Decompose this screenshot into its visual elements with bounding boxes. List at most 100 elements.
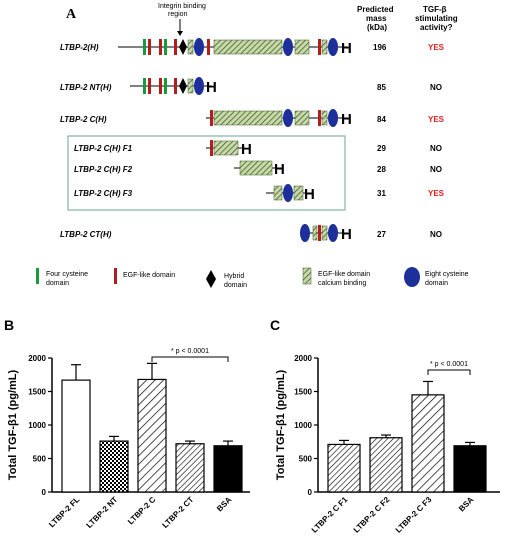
x-tick-label: LTBP-2 C — [126, 495, 158, 527]
blue-ellipse-icon — [404, 267, 420, 287]
row-label: LTBP-2 C(H) — [60, 115, 107, 124]
x-tick-label: LTBP-2 C F3 — [394, 495, 434, 535]
row-mass: 196 — [373, 43, 387, 52]
bar — [411, 394, 445, 493]
row-label: LTBP-2 C(H) F2 — [74, 165, 133, 174]
legend-egf: EGF-like domain — [123, 272, 175, 279]
row-label: LTBP-2 CT(H) — [60, 230, 112, 239]
row-activity: NO — [430, 230, 442, 239]
integrin-label-line1: Integrin binding — [158, 3, 206, 10]
y-tick-label: 2000 — [294, 354, 312, 363]
construct-row-ltbp2-c: LTBP-2 C(H) H 84 YES — [60, 109, 445, 128]
y-axis-label: Total TGF-β1 (pg/mL) — [7, 369, 19, 480]
diamond-icon — [206, 270, 216, 288]
fragments-box — [67, 135, 346, 211]
header-mass-1: Predicted — [357, 5, 394, 14]
y-tick-label: 1500 — [294, 388, 312, 397]
row-mass: 28 — [377, 165, 386, 174]
legend-eight-cysteine-2: domain — [425, 280, 448, 287]
legend-egfca-1: EGF-like domain — [318, 271, 370, 278]
row-mass: 31 — [377, 189, 386, 198]
construct-row-f1: LTBP-2 C(H) F1 H 29 NO — [74, 140, 442, 158]
x-tick-label: LTBP-2 CT — [161, 495, 196, 530]
bar — [213, 445, 243, 493]
row-activity: NO — [430, 165, 442, 174]
construct-row-ltbp2-full: LTBP-2(H) H 196 YES — [60, 38, 445, 57]
svg-text:H: H — [304, 186, 315, 203]
svg-text:H: H — [341, 226, 352, 243]
y-axis-label: Total TGF-β1 (pg/mL) — [275, 369, 287, 480]
bar — [61, 379, 91, 493]
x-tick-label: LTBP-2 C F2 — [352, 495, 392, 535]
legend-egfca-2: calcium binding — [318, 280, 366, 287]
panel-b-letter: B — [4, 317, 14, 333]
legend-hybrid-1: Hybrid — [224, 273, 244, 280]
row-mass: 84 — [377, 115, 386, 124]
panel-c-letter: C — [270, 317, 280, 333]
hatched-rect-icon — [302, 267, 312, 285]
bar — [453, 445, 487, 493]
row-activity: YES — [428, 115, 445, 124]
row-label: LTBP-2 NT(H) — [60, 83, 112, 92]
bar — [99, 440, 129, 493]
header-activity-2: stimulating — [415, 14, 458, 23]
diamond-icon — [179, 39, 187, 55]
eight-cysteine-icon — [194, 38, 204, 56]
svg-text:H: H — [241, 141, 252, 158]
chart-panel-b: 0 500 1000 1500 2000 Total TGF-β1 (pg/mL) LTBP… — [7, 348, 250, 530]
construct-row-f3: LTBP-2 C(H) F3 H 31 YES — [74, 184, 445, 203]
legend-four-cysteine-1: Four cysteine — [46, 271, 88, 278]
svg-text:H: H — [341, 111, 352, 128]
y-tick-label: 1000 — [294, 421, 312, 430]
x-tick-label: LTBP-2 C F1 — [310, 495, 350, 535]
bar — [327, 443, 361, 493]
y-tick-label: 2000 — [28, 354, 46, 363]
significance-bracket — [151, 356, 229, 362]
row-mass: 29 — [377, 144, 386, 153]
chart-panel-c: 0 500 1000 1500 2000 Total TGF-β1 (pg/mL) LTBP… — [275, 354, 500, 535]
integrin-label-line2: region — [168, 11, 188, 18]
integrin-arrowhead — [177, 31, 183, 36]
svg-text:H: H — [274, 161, 285, 178]
header-mass-2: mass — [366, 14, 387, 23]
legend-four-cysteine-2: domain — [46, 280, 69, 287]
panel-a-letter: A — [66, 7, 77, 22]
header-mass-3: (kDa) — [367, 23, 387, 32]
y-tick-label: 0 — [42, 488, 47, 497]
legend: Four cysteine domain EGF-like domain Hyb… — [36, 267, 469, 289]
row-activity: YES — [428, 189, 445, 198]
y-tick-label: 1000 — [28, 421, 46, 430]
bar — [369, 437, 403, 493]
x-tick-label: LTBP-2 NT — [85, 495, 120, 530]
y-tick-label: 500 — [33, 455, 47, 464]
x-tick-label: LTBP-2 FL — [47, 495, 81, 529]
row-label: LTBP-2 C(H) F3 — [74, 189, 133, 198]
svg-text:H: H — [206, 79, 217, 96]
y-tick-label: 0 — [308, 488, 313, 497]
y-tick-label: 500 — [299, 455, 313, 464]
row-label: LTBP-2 C(H) F1 — [74, 144, 133, 153]
y-tick-label: 1500 — [28, 388, 46, 397]
row-mass: 85 — [377, 83, 386, 92]
legend-hybrid-2: domain — [224, 282, 247, 289]
x-tick-label: BSA — [457, 495, 475, 513]
green-bar-icon — [36, 268, 39, 284]
significance-label: * p < 0.0001 — [430, 361, 468, 368]
significance-bracket — [427, 369, 471, 375]
bar — [175, 443, 205, 493]
row-label: LTBP-2(H) — [60, 43, 99, 52]
row-activity: YES — [428, 43, 445, 52]
row-mass: 27 — [377, 230, 386, 239]
bar — [137, 378, 167, 493]
row-activity: NO — [430, 144, 442, 153]
construct-row-f2: LTBP-2 C(H) F2 H 28 NO — [74, 160, 442, 178]
red-bar-icon — [114, 268, 117, 284]
svg-text:H: H — [341, 40, 352, 57]
x-tick-label: BSA — [215, 495, 233, 513]
construct-row-ltbp2-nt: LTBP-2 NT(H) H 85 NO — [60, 77, 442, 96]
header-activity-1: TGF-β — [423, 5, 447, 14]
construct-row-ct: LTBP-2 CT(H) H 27 NO — [60, 224, 442, 243]
header-activity-3: activity? — [420, 23, 453, 32]
significance-label: * p < 0.0001 — [171, 348, 209, 355]
